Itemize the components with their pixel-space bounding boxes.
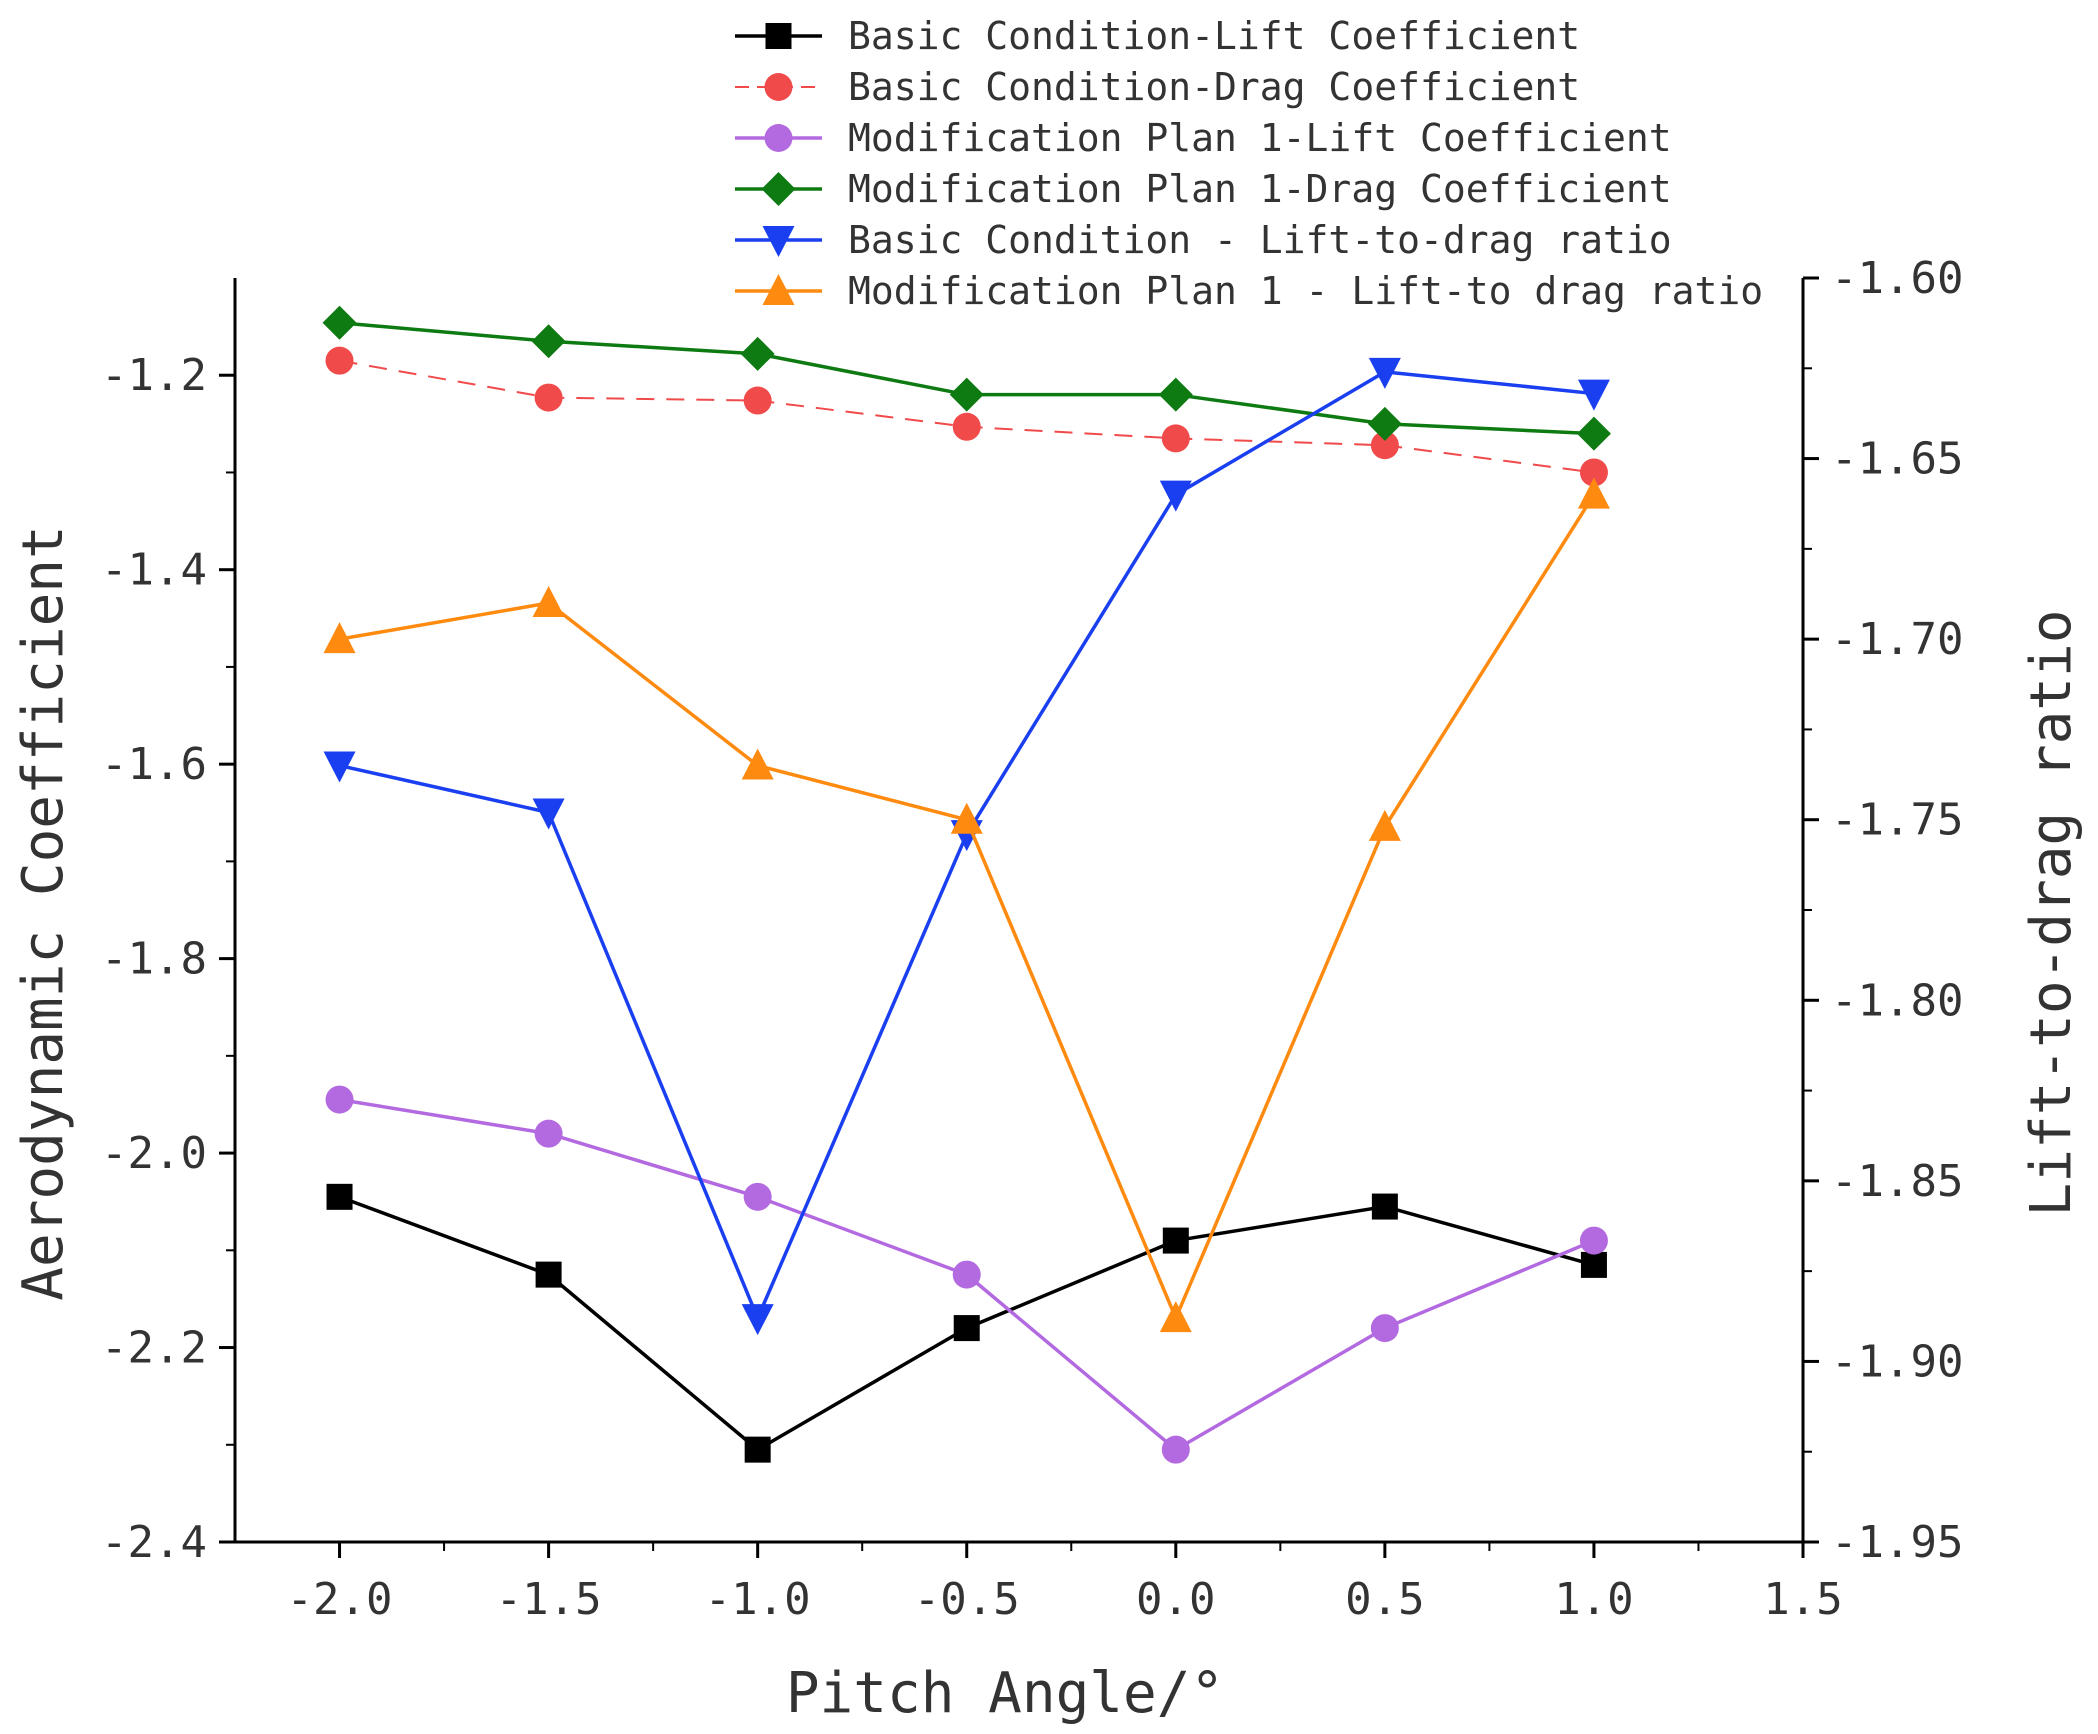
data-point bbox=[741, 748, 774, 780]
data-point bbox=[1367, 406, 1402, 441]
x-tick-label: 0.0 bbox=[1136, 1574, 1215, 1625]
data-point bbox=[325, 1085, 354, 1114]
data-point bbox=[1158, 377, 1193, 412]
data-point bbox=[743, 1182, 772, 1211]
data-point bbox=[740, 336, 775, 371]
series-3 bbox=[325, 1085, 1608, 1464]
data-point bbox=[1368, 357, 1401, 389]
y2-tick-label: -1.65 bbox=[1831, 434, 1963, 485]
x-tick-label: 1.0 bbox=[1554, 1574, 1633, 1625]
series-4 bbox=[322, 305, 1611, 451]
x-tick-label: -1.5 bbox=[496, 1574, 602, 1625]
data-point bbox=[953, 1315, 980, 1342]
legend-marker bbox=[764, 73, 793, 101]
data-point bbox=[1580, 1251, 1607, 1278]
data-point bbox=[741, 1304, 774, 1336]
legend-marker bbox=[764, 124, 793, 152]
y-tick-label: -2.4 bbox=[101, 1517, 207, 1568]
legend-marker bbox=[761, 172, 796, 206]
data-point bbox=[1162, 1227, 1189, 1254]
data-point bbox=[1159, 480, 1192, 512]
y-tick-label: -1.2 bbox=[101, 350, 207, 401]
legend-label: Modification Plan 1-Drag Coefficient bbox=[848, 167, 1672, 211]
data-point bbox=[952, 412, 981, 441]
plot-area bbox=[322, 305, 1611, 1464]
data-point bbox=[744, 1436, 771, 1463]
legend-label: Modification Plan 1 - Lift-to drag ratio bbox=[848, 269, 1763, 313]
data-point bbox=[1368, 809, 1401, 841]
data-point bbox=[323, 622, 356, 654]
data-point bbox=[952, 1260, 981, 1289]
legend-label: Basic Condition-Lift Coefficient bbox=[848, 14, 1580, 58]
legend-marker bbox=[765, 23, 792, 49]
data-point bbox=[1161, 424, 1190, 453]
data-point bbox=[1579, 458, 1608, 487]
y2-axis-title: Lift-to-drag ratio bbox=[2019, 610, 2084, 1217]
y-tick-label: -2.0 bbox=[101, 1128, 207, 1179]
data-point bbox=[743, 386, 772, 415]
data-point bbox=[532, 586, 565, 618]
data-point bbox=[535, 1261, 562, 1288]
data-point bbox=[1577, 477, 1610, 509]
x-tick-label: -0.5 bbox=[914, 1574, 1020, 1625]
y2-tick-label: -1.90 bbox=[1831, 1336, 1963, 1387]
y-tick-label: -1.8 bbox=[101, 934, 207, 985]
data-point bbox=[532, 798, 565, 830]
x-tick-label: 0.5 bbox=[1345, 1574, 1424, 1625]
data-point bbox=[326, 1183, 353, 1210]
y-axis-title: Aerodynamic Coefficient bbox=[11, 525, 76, 1300]
legend: Basic Condition-Lift Coefficient Basic Co… bbox=[735, 14, 1763, 313]
data-point bbox=[534, 383, 563, 412]
data-point bbox=[1576, 416, 1611, 451]
series-2 bbox=[325, 346, 1608, 487]
data-point bbox=[325, 346, 354, 375]
legend-label: Basic Condition-Drag Coefficient bbox=[848, 65, 1580, 109]
axes: -2.0 -1.5 -1.0 -0.5 0.0 0.5 1.0 1.5 -1.2 -1.4 -1.6… bbox=[101, 253, 1963, 1625]
series-5 bbox=[323, 357, 1610, 1336]
series-1 bbox=[326, 1183, 1607, 1463]
data-point bbox=[1371, 1193, 1398, 1220]
y2-tick-label: -1.60 bbox=[1831, 253, 1963, 304]
legend-label: Modification Plan 1-Lift Coefficient bbox=[848, 116, 1672, 160]
y2-tick-label: -1.85 bbox=[1831, 1156, 1963, 1207]
data-point bbox=[1370, 431, 1399, 460]
y-tick-label: -1.4 bbox=[101, 545, 207, 596]
x-tick-label: 1.5 bbox=[1763, 1574, 1842, 1625]
x-axis-title: Pitch Angle/° bbox=[786, 1661, 1224, 1726]
data-point bbox=[1577, 379, 1610, 411]
y2-tick-label: -1.95 bbox=[1831, 1517, 1963, 1568]
data-point bbox=[950, 802, 983, 834]
data-point bbox=[1159, 1301, 1192, 1333]
legend-label: Basic Condition - Lift-to-drag ratio bbox=[848, 218, 1672, 262]
legend-marker bbox=[762, 274, 795, 305]
data-point bbox=[949, 377, 984, 412]
data-point bbox=[531, 324, 566, 359]
y2-tick-label: -1.75 bbox=[1831, 795, 1963, 846]
y2-tick-label: -1.70 bbox=[1831, 614, 1963, 665]
data-point bbox=[534, 1119, 563, 1148]
y2-tick-label: -1.80 bbox=[1831, 975, 1963, 1026]
y-tick-label: -1.6 bbox=[101, 739, 207, 790]
data-point bbox=[1161, 1435, 1190, 1464]
data-point bbox=[1370, 1314, 1399, 1343]
x-tick-label: -1.0 bbox=[705, 1574, 811, 1625]
series-line bbox=[339, 493, 1596, 1320]
data-point bbox=[1579, 1226, 1608, 1255]
data-point bbox=[322, 305, 357, 340]
x-tick-label: -2.0 bbox=[287, 1574, 393, 1625]
data-point bbox=[323, 751, 356, 783]
series-6 bbox=[323, 477, 1610, 1333]
legend-marker bbox=[762, 226, 795, 257]
y-tick-label: -2.2 bbox=[101, 1323, 207, 1374]
